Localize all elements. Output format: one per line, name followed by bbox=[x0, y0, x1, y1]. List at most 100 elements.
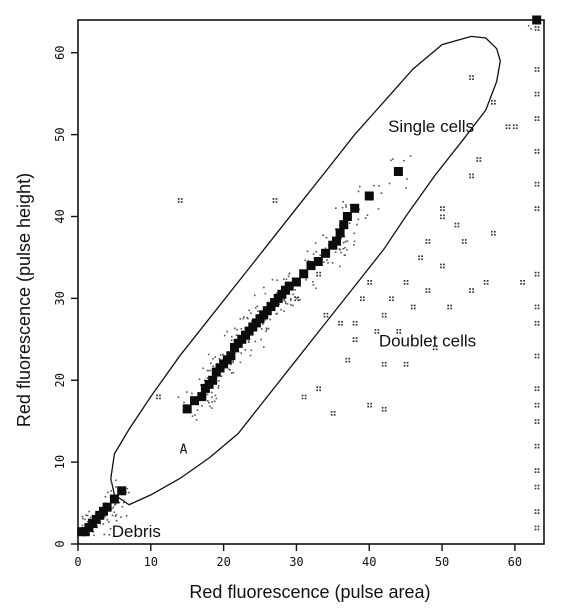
stipple-dot bbox=[231, 335, 233, 338]
single-cells-point bbox=[190, 396, 199, 406]
stipple-dot bbox=[322, 234, 324, 236]
stipple-dot bbox=[110, 490, 112, 492]
stipple-dot bbox=[319, 254, 322, 256]
scattered-events-point bbox=[534, 468, 540, 473]
stipple-dot bbox=[299, 299, 301, 301]
scattered-events-point bbox=[534, 304, 540, 310]
single-cells-point bbox=[284, 281, 294, 291]
stipple-dot bbox=[323, 261, 325, 263]
stipple-dot bbox=[265, 327, 268, 329]
y-tick-label: 20 bbox=[53, 373, 67, 387]
stipple-dot bbox=[113, 511, 116, 514]
stipple-dot bbox=[207, 369, 209, 372]
stipple-dot bbox=[118, 501, 121, 504]
stipple-dot bbox=[403, 159, 405, 162]
annotation-a: A bbox=[180, 442, 188, 457]
stipple-dot bbox=[112, 506, 115, 509]
stipple-dot bbox=[217, 385, 220, 387]
stipple-dot bbox=[283, 299, 285, 302]
scattered-events-point bbox=[534, 525, 540, 531]
stipple-dot bbox=[254, 307, 257, 309]
stipple-dot bbox=[202, 367, 204, 370]
stipple-dot bbox=[340, 237, 342, 240]
stipple-dot bbox=[262, 323, 264, 325]
stipple-dot bbox=[331, 262, 334, 264]
stipple-dot bbox=[284, 300, 287, 303]
stipple-dot bbox=[211, 407, 213, 409]
doublet-cells-point bbox=[505, 124, 511, 130]
stipple-dot bbox=[263, 286, 265, 289]
stipple-dot bbox=[235, 334, 238, 336]
y-tick-label: 10 bbox=[53, 455, 67, 469]
scattered-events-point bbox=[534, 509, 540, 514]
doublet-cells-point bbox=[316, 386, 321, 392]
stipple-dot bbox=[340, 251, 342, 254]
stipple-dot bbox=[111, 507, 113, 510]
single-cells-point bbox=[339, 220, 349, 230]
doublet-cells-point bbox=[345, 357, 351, 363]
doublet-cells-point bbox=[330, 411, 336, 416]
stipple-dot bbox=[342, 247, 345, 250]
scattered-events-point bbox=[534, 484, 540, 490]
stipple-dot bbox=[109, 528, 112, 530]
stipple-dot bbox=[343, 254, 346, 256]
x-tick-label: 60 bbox=[508, 555, 522, 569]
stipple-dot bbox=[264, 292, 267, 295]
stipple-dot bbox=[353, 244, 355, 246]
scattered-events-point bbox=[534, 402, 540, 408]
stipple-dot bbox=[96, 526, 98, 529]
stipple-dot bbox=[230, 363, 232, 366]
stipple-dot bbox=[123, 501, 125, 504]
stipple-dot bbox=[327, 262, 329, 264]
stipple-dot bbox=[196, 409, 199, 411]
stipple-dot bbox=[266, 328, 268, 331]
scattered-events-point bbox=[491, 99, 496, 105]
single-cells-point bbox=[350, 203, 360, 213]
stipple-dot bbox=[294, 289, 296, 291]
doublet-cells-point bbox=[403, 280, 409, 285]
stipple-dot bbox=[356, 223, 358, 226]
stipple-dot bbox=[93, 534, 95, 537]
stipple-dot bbox=[256, 305, 259, 308]
gate-layer bbox=[110, 35, 501, 506]
stipple-dot bbox=[114, 503, 117, 505]
single-cells-point bbox=[182, 404, 192, 414]
stipple-dot bbox=[345, 204, 347, 206]
stipple-dot bbox=[115, 486, 117, 488]
stipple-dot bbox=[211, 396, 213, 399]
stipple-dot bbox=[120, 516, 122, 518]
stipple-dot bbox=[342, 200, 344, 203]
stipple-dot bbox=[345, 206, 347, 208]
stipple-dot bbox=[219, 354, 222, 356]
stipple-dot bbox=[283, 278, 285, 280]
stipple-dot bbox=[267, 327, 270, 330]
stipple-dot bbox=[373, 184, 375, 187]
debris-point bbox=[109, 494, 119, 504]
stipple-dot bbox=[125, 515, 128, 517]
scattered-events-point bbox=[534, 67, 540, 72]
stipple-dot bbox=[108, 534, 111, 536]
stipple-dot bbox=[194, 414, 196, 416]
stipple-dot bbox=[285, 278, 288, 281]
stipple-dot bbox=[102, 523, 105, 525]
single-cells-point bbox=[364, 191, 374, 201]
stipple-dot bbox=[249, 354, 252, 357]
stipple-dot bbox=[276, 312, 278, 315]
plot-frame bbox=[77, 19, 545, 545]
stipple-dot bbox=[104, 496, 107, 498]
plot-background bbox=[78, 20, 544, 544]
stipple-dot bbox=[228, 368, 230, 371]
stipple-dot bbox=[380, 192, 383, 194]
stipple-dot bbox=[230, 372, 233, 374]
scattered-events-point bbox=[534, 443, 540, 449]
stipple-dot bbox=[261, 328, 263, 330]
stipple-dot bbox=[357, 190, 360, 193]
single-cells-gate bbox=[110, 35, 501, 506]
scattered-events-point bbox=[534, 149, 540, 154]
stipple-dot bbox=[263, 346, 265, 348]
stipple-dot bbox=[346, 240, 349, 242]
doublet-cells-point bbox=[469, 288, 474, 293]
stipple-dot bbox=[82, 517, 84, 520]
stipple-dot bbox=[108, 521, 110, 523]
stipple-dot bbox=[115, 519, 118, 522]
